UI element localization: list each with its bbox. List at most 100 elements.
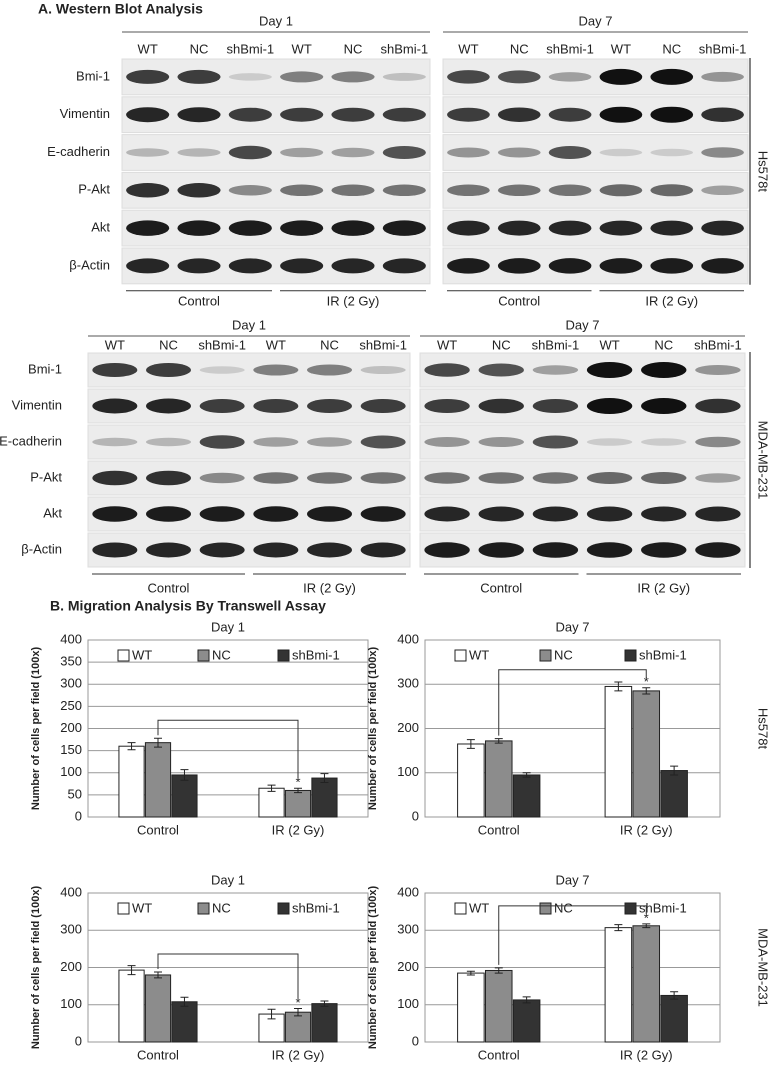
- x-tick-label: Control: [478, 1047, 520, 1062]
- blot-band: [92, 542, 138, 558]
- lane-label: NC: [190, 41, 209, 56]
- blot-band: [599, 68, 643, 85]
- lane-label: shBmi-1: [226, 41, 274, 56]
- blot-band: [478, 542, 524, 558]
- blot-band: [424, 542, 470, 558]
- blot-strip: [419, 496, 746, 532]
- protein-label: E-cadherin: [0, 433, 62, 448]
- blot-band: [253, 472, 299, 484]
- error-bar: [154, 737, 162, 748]
- blot-band: [599, 258, 643, 274]
- legend-swatch: [197, 902, 210, 915]
- blot-band: [177, 220, 221, 236]
- x-tick-label: Control: [137, 1047, 179, 1062]
- error-bar: [320, 1000, 329, 1007]
- error-bar: [494, 967, 503, 974]
- blot-band: [199, 506, 245, 522]
- blot-band: [641, 506, 687, 522]
- y-tick-label: 200: [397, 720, 419, 735]
- blot-band: [228, 258, 272, 274]
- lane-label: NC: [662, 41, 681, 56]
- blot-band: [228, 107, 272, 122]
- blot-band: [382, 146, 426, 159]
- blot-band: [199, 472, 245, 484]
- blot-band: [92, 363, 138, 377]
- blot-band: [695, 542, 741, 558]
- day-label: Day 7: [579, 13, 613, 28]
- legend-swatch: [539, 649, 552, 662]
- blot-band: [695, 506, 741, 522]
- legend-swatch: [624, 649, 637, 662]
- y-tick-label: 250: [60, 698, 82, 713]
- blot-band: [478, 398, 524, 414]
- blot-band: [701, 71, 744, 82]
- error-bar: [180, 769, 189, 781]
- blot-strip: [87, 388, 411, 424]
- protein-label: Vimentin: [60, 106, 110, 121]
- legend-swatch: [454, 902, 467, 915]
- lane-label: shBmi-1: [359, 337, 407, 352]
- cell-line-label: Hs578t: [756, 708, 771, 750]
- blot-band: [228, 73, 272, 81]
- y-axis-label: Number of cells per field (100x): [367, 886, 379, 1050]
- blot-band: [253, 506, 299, 522]
- blot-strip: [442, 247, 749, 285]
- blot-strip: [442, 134, 749, 171]
- blot-band: [532, 542, 579, 558]
- blot-band: [199, 542, 245, 558]
- blot-band: [532, 399, 579, 413]
- y-tick-label: 100: [60, 996, 82, 1011]
- blot-band: [701, 185, 744, 196]
- blot-band: [280, 147, 324, 158]
- blot-band: [382, 184, 426, 197]
- blot-band: [331, 258, 375, 274]
- bar: [604, 685, 633, 818]
- blot-band: [145, 542, 192, 558]
- error-bar: [154, 971, 162, 979]
- lane-label: WT: [437, 337, 457, 352]
- blot-band: [253, 364, 299, 376]
- x-tick-label: Control: [137, 822, 179, 837]
- error-bar: [294, 1007, 302, 1017]
- blot-band: [360, 435, 406, 449]
- blot-band: [701, 147, 744, 158]
- legend-swatch: [197, 649, 210, 662]
- significance-mark: *: [644, 910, 649, 925]
- blot-band: [126, 220, 170, 236]
- error-bar: [466, 970, 475, 976]
- blot-band: [447, 258, 490, 274]
- bar: [118, 969, 145, 1043]
- y-tick-label: 0: [412, 1033, 419, 1048]
- blot-band: [331, 107, 375, 122]
- error-bar: [670, 765, 679, 776]
- blot-strip: [121, 96, 431, 134]
- group-label: IR (2 Gy): [637, 580, 690, 595]
- blot-band: [641, 362, 687, 378]
- significance-mark: *: [295, 775, 300, 790]
- bar: [660, 770, 688, 818]
- bar: [604, 927, 633, 1043]
- blot-band: [650, 220, 694, 236]
- lane-label: NC: [159, 337, 178, 352]
- blot-band: [447, 220, 490, 236]
- blot-band: [126, 148, 170, 157]
- legend-label: WT: [469, 647, 489, 662]
- blot-band: [145, 470, 192, 486]
- bar: [311, 1003, 338, 1043]
- blot-band: [497, 147, 541, 158]
- blot-strip: [87, 424, 411, 460]
- lane-label: NC: [320, 337, 339, 352]
- blot-band: [145, 506, 192, 522]
- lane-label: shBmi-1: [380, 41, 428, 56]
- blot-band: [478, 363, 524, 377]
- blot-band: [177, 183, 221, 198]
- blot-band: [253, 542, 299, 558]
- x-tick-label: IR (2 Gy): [620, 1047, 673, 1062]
- legend-swatch: [624, 902, 637, 915]
- lane-label: WT: [105, 337, 125, 352]
- legend-swatch: [539, 902, 552, 915]
- blot-band: [177, 69, 221, 84]
- x-tick-label: IR (2 Gy): [272, 822, 325, 837]
- blot-strip: [121, 58, 431, 96]
